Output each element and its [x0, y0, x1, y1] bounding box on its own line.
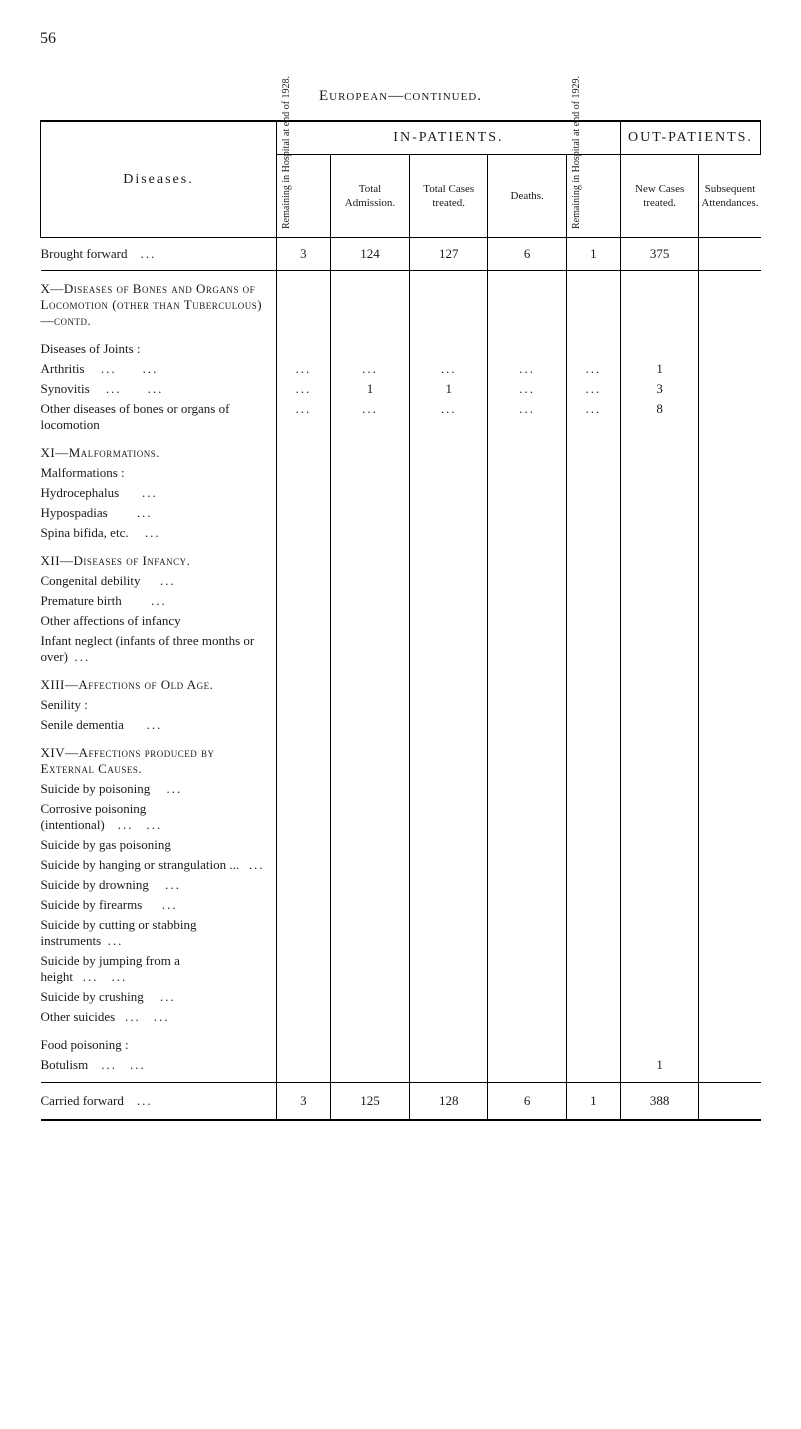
header-total-admission: Total Admission.	[330, 155, 409, 238]
bf-new-cases: 375	[620, 238, 698, 271]
cf-deaths: 6	[488, 1083, 566, 1121]
header-deaths: Deaths.	[488, 155, 566, 238]
cf-remaining-1929: 1	[566, 1083, 620, 1121]
synovitis-admission: 1	[330, 379, 409, 399]
section-xii-title: XII—Diseases of Infancy.	[41, 551, 277, 571]
xiii-item-0: Senile dementia	[41, 717, 124, 732]
cf-remaining-1928: 3	[276, 1083, 330, 1121]
botulism-row: Botulism ... ... 1	[41, 1055, 761, 1075]
section-xi: XI—Malformations.	[41, 443, 761, 463]
xii-item-3: Infant neglect (infants of three months …	[41, 633, 255, 664]
xiv-item-0: Suicide by poisoning	[41, 781, 151, 796]
xi-item-0: Hydrocephalus	[41, 485, 120, 500]
synovitis-cases: 1	[410, 379, 488, 399]
table-title: European—continued.	[40, 88, 761, 105]
section-xiv-title: XIV—Affections produced by External Caus…	[41, 743, 277, 779]
botulism-label: Botulism	[41, 1057, 89, 1072]
synovitis-new-cases: 3	[620, 379, 698, 399]
section-xi-title: XI—Malformations.	[41, 443, 277, 463]
other-locomotion-label: Other diseases of bones or organs of loc…	[41, 399, 277, 435]
section-x-title: X—Diseases of Bones and Organs of Locomo…	[41, 279, 277, 331]
xii-item-2: Other affections of infancy	[41, 611, 277, 631]
other-locomotion-new-cases: 8	[620, 399, 698, 435]
section-x-header: X—Diseases of Bones and Organs of Locomo…	[41, 279, 761, 331]
header-diseases: Diseases.	[41, 121, 277, 238]
xiv-item-4: Suicide by drowning	[41, 877, 149, 892]
page-number: 56	[40, 30, 761, 48]
brought-forward-row: Brought forward ... 3 124 127 6 1 375	[41, 238, 761, 271]
xi-item-1: Hypospadias	[41, 505, 108, 520]
xii-item-0: Congenital debility	[41, 573, 141, 588]
brought-forward-label: Brought forward	[41, 246, 128, 261]
synovitis-label: Synovitis	[41, 381, 90, 396]
arthritis-new-cases: 1	[620, 359, 698, 379]
carried-forward-row: Carried forward ... 3 125 128 6 1 388	[41, 1083, 761, 1121]
section-xii: XII—Diseases of Infancy.	[41, 551, 761, 571]
food-poisoning-title: Food poisoning :	[41, 1035, 277, 1055]
xi-item-2: Spina bifida, etc.	[41, 525, 129, 540]
diseases-joints-header: Diseases of Joints :	[41, 339, 761, 359]
data-table: Diseases. IN-PATIENTS. OUT-PATIENTS. Rem…	[40, 120, 761, 1121]
bf-total-cases: 127	[410, 238, 488, 271]
other-locomotion-row: Other diseases of bones or organs of loc…	[41, 399, 761, 435]
section-xiii: XIII—Affections of Old Age.	[41, 675, 761, 695]
botulism-new-cases: 1	[620, 1055, 698, 1075]
bf-total-admission: 124	[330, 238, 409, 271]
cf-total-admission: 125	[330, 1083, 409, 1121]
bf-deaths: 6	[488, 238, 566, 271]
xiv-item-9: Other suicides	[41, 1009, 116, 1024]
cf-subsequent	[699, 1083, 761, 1121]
carried-forward-label: Carried forward	[41, 1093, 124, 1108]
diseases-joints-title: Diseases of Joints :	[41, 339, 277, 359]
xiv-item-8: Suicide by crushing	[41, 989, 144, 1004]
arthritis-label: Arthritis	[41, 361, 85, 376]
header-remaining-1928: Remaining in Hospital at end of 1928.	[276, 155, 330, 238]
section-xiii-title: XIII—Affections of Old Age.	[41, 675, 277, 695]
bf-remaining-1929: 1	[566, 238, 620, 271]
xii-item-1: Premature birth	[41, 593, 122, 608]
xiv-item-7: Suicide by jumping from a height	[41, 953, 180, 984]
arthritis-row: Arthritis ... ... ... ... ... ... ... 1	[41, 359, 761, 379]
cf-total-cases: 128	[410, 1083, 488, 1121]
header-out-patients: OUT-PATIENTS.	[620, 121, 760, 155]
header-subsequent: Subsequent Attendances.	[699, 155, 761, 238]
xiv-item-5: Suicide by firearms	[41, 897, 143, 912]
bf-subsequent	[699, 238, 761, 271]
header-total-cases: Total Cases treated.	[410, 155, 488, 238]
synovitis-row: Synovitis ... ... ... 1 1 ... ... 3	[41, 379, 761, 399]
xiv-item-2: Suicide by gas poisoning	[41, 835, 277, 855]
header-new-cases: New Cases treated.	[620, 155, 698, 238]
header-remaining-1929: Remaining in Hospital at end of 1929.	[566, 155, 620, 238]
malformations-sub: Malformations :	[41, 463, 277, 483]
senility-sub: Senility :	[41, 695, 277, 715]
bf-remaining-1928: 3	[276, 238, 330, 271]
section-xiv: XIV—Affections produced by External Caus…	[41, 743, 761, 779]
cf-new-cases: 388	[620, 1083, 698, 1121]
xiv-item-3: Suicide by hanging or strangulation ...	[41, 857, 240, 872]
header-in-patients: IN-PATIENTS.	[276, 121, 620, 155]
